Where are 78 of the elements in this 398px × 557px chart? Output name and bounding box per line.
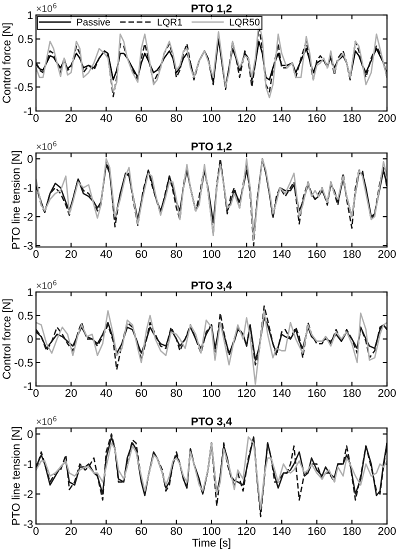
x-tick-label: 200 <box>378 250 396 258</box>
x-tick-label: 0 <box>33 389 39 397</box>
y-tick-label: -2 <box>24 212 33 221</box>
x-tick-label: 160 <box>308 250 326 258</box>
x-tick-label: 20 <box>65 114 77 122</box>
y-tick-label: -0.5 <box>14 358 33 367</box>
y-tick-label: -3 <box>24 520 33 528</box>
text: ×10$^{6}$ <box>36 416 56 426</box>
x-tick-label: 80 <box>170 527 182 535</box>
legend-label: LQR50 <box>230 18 260 28</box>
y-tick-label: 1 <box>28 11 33 20</box>
y-tick-label: -3 <box>24 242 33 250</box>
x-tick-label: 200 <box>378 527 396 535</box>
text: ×10$^{6}$ <box>36 141 56 150</box>
x-tick-label: 60 <box>136 250 148 258</box>
x-tick-label: 100 <box>203 250 220 258</box>
y-tick-label: -1 <box>24 107 33 116</box>
x-tick-label: 120 <box>238 114 256 122</box>
text: ×10$^{6}$ <box>36 3 56 12</box>
chart-title: PTO 1,2 <box>192 142 232 152</box>
x-tick-label: 120 <box>238 250 256 258</box>
text: ×10$^{6}$ <box>36 280 56 290</box>
y-tick-label: -1 <box>24 382 33 390</box>
y-tick-label: -0.5 <box>14 83 33 92</box>
x-tick-label: 40 <box>100 114 112 122</box>
x-tick-label: 100 <box>203 389 220 397</box>
y-tick-label: -1 <box>24 460 33 468</box>
y-tick-label: 0 <box>27 155 33 163</box>
x-tick-label: 80 <box>170 250 182 258</box>
x-tick-label: 140 <box>273 527 291 535</box>
x-tick-label: 200 <box>378 114 396 122</box>
y-axis-title: PTO line tension [N] <box>12 427 22 525</box>
x-tick-label: 180 <box>343 250 361 258</box>
x-tick-label: 20 <box>65 250 77 258</box>
chart-title: PTO 3,4 <box>192 281 232 291</box>
x-tick-label: 0 <box>33 114 39 122</box>
y-tick-label: 0 <box>27 59 33 68</box>
y-tick-label: 0 <box>27 430 33 438</box>
x-tick-label: 80 <box>170 114 182 122</box>
x-tick-label: 180 <box>343 527 361 535</box>
x-tick-label: 40 <box>100 389 112 397</box>
x-tick-label: 160 <box>308 389 326 397</box>
x-tick-label: 140 <box>273 250 291 258</box>
x-tick-label: 0 <box>33 527 39 535</box>
x-tick-label: 160 <box>308 114 326 122</box>
chart-title: PTO 1,2 <box>192 4 232 14</box>
x-tick-label: 40 <box>100 527 112 535</box>
x-tick-label: 140 <box>273 389 291 397</box>
x-tick-label: 60 <box>136 114 148 122</box>
x-tick-label: 80 <box>170 389 182 397</box>
x-tick-label: 140 <box>273 114 291 122</box>
y-tick-label: 0.5 <box>18 35 33 44</box>
x-tick-label: 40 <box>100 250 112 258</box>
y-axis-title: Control force [N] <box>2 299 13 379</box>
y-tick-label: 0.5 <box>18 312 33 320</box>
x-tick-label: 60 <box>136 527 148 535</box>
x-tick-label: 20 <box>65 389 77 397</box>
x-tick-label: 200 <box>378 389 396 397</box>
x-tick-label: 20 <box>65 527 77 535</box>
y-axis-title: Control force [N] <box>2 23 13 103</box>
y-axis-title: PTO line tension [N] <box>12 151 22 249</box>
y-tick-label: -1 <box>24 184 33 192</box>
x-tick-label: 100 <box>203 114 220 122</box>
legend-label: LQR1 <box>158 18 182 28</box>
chart-title: PTO 3,4 <box>192 417 232 427</box>
x-tick-label: 100 <box>203 527 220 535</box>
x-tick-label: 160 <box>308 527 326 535</box>
x-tick-label: 120 <box>238 389 256 397</box>
x-tick-label: 120 <box>238 527 256 535</box>
y-tick-label: 1 <box>28 288 33 296</box>
y-tick-label: -2 <box>24 490 33 498</box>
x-tick-label: 60 <box>136 389 148 397</box>
legend-label: Passive <box>77 18 110 26</box>
x-tick-label: 180 <box>343 389 361 397</box>
x-tick-label: 180 <box>343 114 361 122</box>
x-axis-title: Time [s] <box>192 538 230 549</box>
x-tick-label: 0 <box>33 250 39 258</box>
y-tick-label: 0 <box>27 335 33 344</box>
